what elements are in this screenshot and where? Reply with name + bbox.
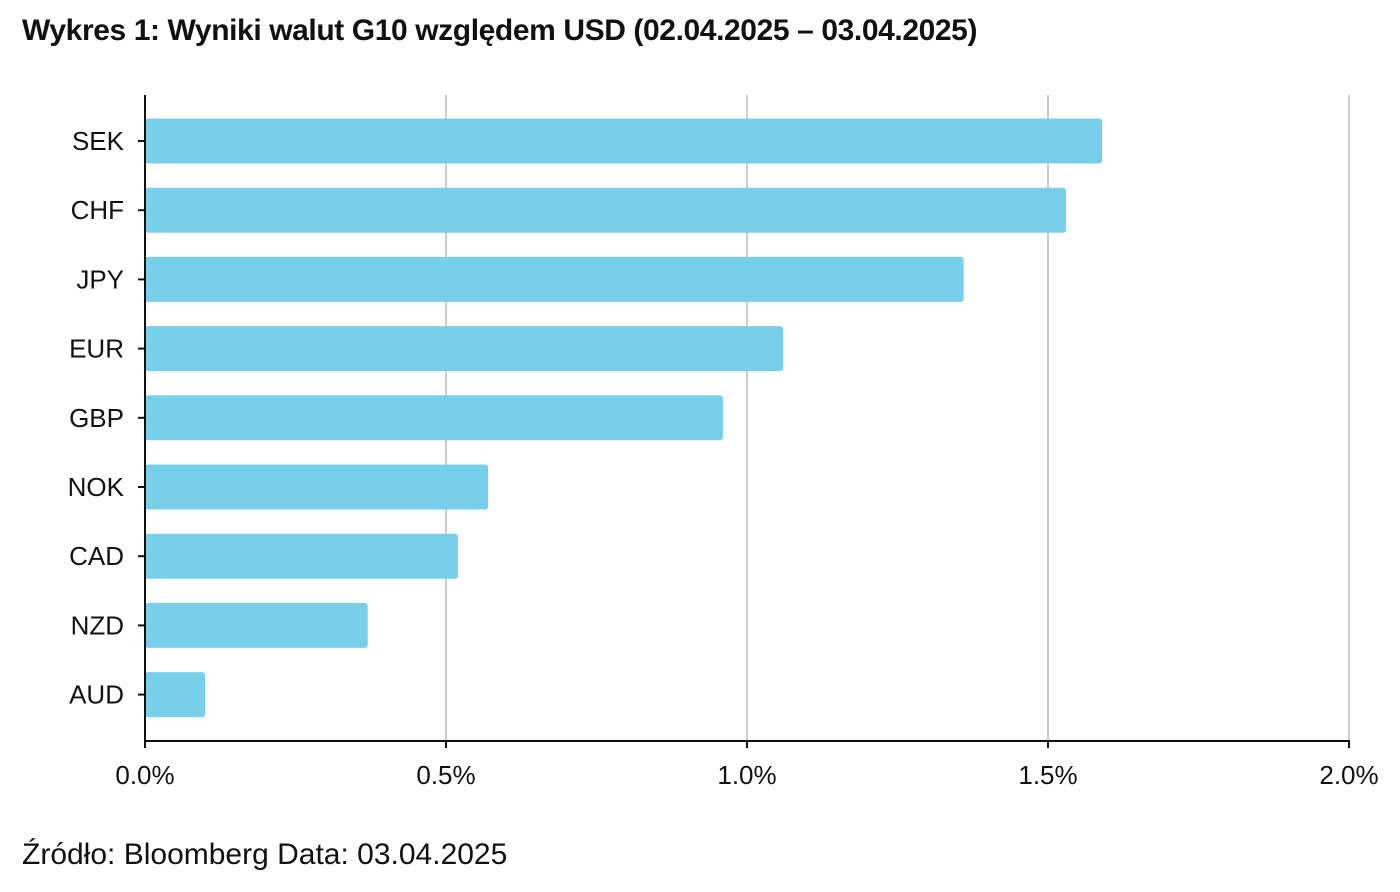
bar-cad bbox=[145, 533, 459, 579]
y-tick-label-jpy: JPY bbox=[76, 264, 124, 294]
y-tick-label-chf: CHF bbox=[71, 195, 124, 225]
x-tick-label: 1.0% bbox=[717, 760, 776, 790]
y-tick-label-aud: AUD bbox=[69, 680, 124, 710]
y-tick-label-gbp: GBP bbox=[69, 403, 124, 433]
x-tick-label: 1.5% bbox=[1018, 760, 1077, 790]
bar-nok bbox=[145, 464, 489, 510]
chart-source: Źródło: Bloomberg Data: 03.04.2025 bbox=[22, 838, 508, 871]
bar-gbp bbox=[145, 395, 723, 441]
axes bbox=[138, 95, 1350, 748]
y-tick-label-cad: CAD bbox=[69, 541, 124, 571]
x-tick-label: 0.5% bbox=[416, 760, 475, 790]
bar-eur bbox=[145, 326, 784, 372]
bar-aud bbox=[145, 672, 206, 718]
bar-jpy bbox=[145, 256, 964, 302]
y-tick-label-nok: NOK bbox=[68, 472, 125, 502]
bar-chf bbox=[145, 187, 1067, 233]
y-tick-label-sek: SEK bbox=[72, 126, 125, 156]
bar-nzd bbox=[145, 602, 368, 648]
tick-labels: 0.0% 0.5% 1.0% 1.5% 2.0% SEK CHF JPY EUR GBP NOK CA… bbox=[68, 126, 1379, 790]
chart-title: Wykres 1: Wyniki walut G10 względem USD … bbox=[22, 14, 978, 47]
bars bbox=[145, 118, 1103, 718]
bar-sek bbox=[145, 118, 1103, 164]
y-tick-label-eur: EUR bbox=[69, 334, 124, 364]
y-tick-label-nzd: NZD bbox=[71, 610, 124, 640]
x-tick-label: 2.0% bbox=[1319, 760, 1378, 790]
x-tick-label: 0.0% bbox=[115, 760, 174, 790]
